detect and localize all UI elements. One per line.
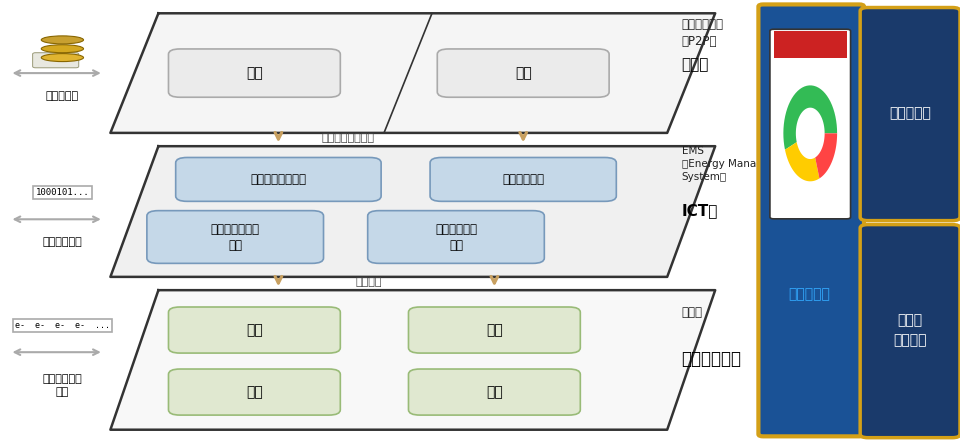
Text: 需給管理: 需給管理 [355,276,382,287]
Text: 発電: 発電 [246,385,263,399]
FancyBboxPatch shape [169,49,340,97]
FancyBboxPatch shape [33,53,79,68]
Text: エネルギーの
流れ: エネルギーの 流れ [42,374,83,397]
Text: 送電: 送電 [246,323,263,337]
FancyBboxPatch shape [860,225,960,438]
Text: ピアツーピア
（P2P）: ピアツーピア （P2P） [682,18,724,48]
Text: 規制／
ルール化: 規制／ ルール化 [894,313,926,347]
FancyBboxPatch shape [176,158,381,201]
Text: ガバナンス: ガバナンス [889,106,931,120]
FancyBboxPatch shape [169,369,340,415]
Text: EMS
（Energy Management
System）: EMS （Energy Management System） [682,146,796,182]
Text: デジタル化: デジタル化 [788,288,830,302]
Text: 1000101...: 1000101... [36,188,89,197]
Text: アプリケーション: アプリケーション [322,132,374,143]
Ellipse shape [41,36,84,44]
Text: スマートメーター: スマートメーター [251,173,306,186]
Text: e-  e-  e-  e-  ...: e- e- e- e- ... [15,321,109,330]
Text: リアルタイム
監視: リアルタイム 監視 [435,222,477,252]
Text: データの流れ: データの流れ [42,237,83,247]
Polygon shape [110,290,715,430]
Bar [774,31,847,58]
Polygon shape [815,133,837,179]
Ellipse shape [41,54,84,62]
Polygon shape [110,13,715,133]
Text: 従来型: 従来型 [682,306,703,319]
Text: お金の流れ: お金の流れ [46,91,79,101]
FancyBboxPatch shape [860,8,960,221]
Ellipse shape [41,45,84,53]
Text: ICT層: ICT層 [682,203,718,218]
FancyBboxPatch shape [409,369,580,415]
FancyBboxPatch shape [758,4,864,436]
Text: エネルギー層: エネルギー層 [682,350,741,368]
Polygon shape [110,146,715,277]
FancyBboxPatch shape [430,158,616,201]
Text: 配電: 配電 [486,385,503,399]
Text: 課税: 課税 [246,66,263,80]
FancyBboxPatch shape [438,49,610,97]
Polygon shape [783,85,837,150]
Text: 需給バランス: 需給バランス [502,173,544,186]
Text: 消費: 消費 [486,323,503,337]
Text: 市場層: 市場層 [682,57,709,72]
Text: デマンドサイド
管理: デマンドサイド 管理 [210,222,260,252]
FancyBboxPatch shape [409,307,580,353]
FancyBboxPatch shape [368,211,544,263]
Polygon shape [785,142,820,181]
FancyBboxPatch shape [770,29,851,219]
Text: 入札: 入札 [515,66,532,80]
FancyBboxPatch shape [147,211,324,263]
FancyBboxPatch shape [169,307,340,353]
